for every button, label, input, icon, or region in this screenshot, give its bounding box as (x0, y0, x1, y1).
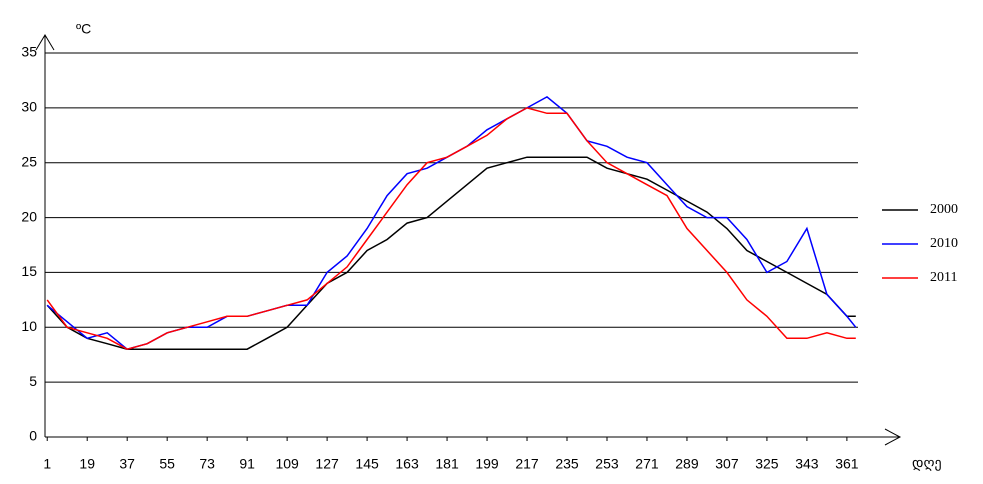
x-tick-label: 307 (715, 456, 739, 472)
x-tick-label: 253 (595, 456, 619, 472)
series-line (46, 95, 857, 351)
x-axis-label: დღე (912, 455, 942, 472)
y-tick-label: 30 (21, 99, 37, 115)
x-tick-label: 1 (43, 456, 51, 472)
y-arrow (35, 34, 55, 51)
y-tick-label: 10 (21, 318, 37, 334)
x-tick-label: 127 (315, 456, 339, 472)
y-tick-label: 25 (21, 153, 37, 169)
x-tick-label: 235 (555, 456, 579, 472)
legend-label: 2010 (930, 236, 958, 251)
x-tick-label: 289 (675, 456, 699, 472)
y-tick-label: 5 (29, 373, 37, 389)
x-tick-label: 163 (395, 456, 419, 472)
x-tick-label: 91 (239, 456, 255, 472)
x-tick-label: 55 (159, 456, 175, 472)
x-tick-label: 145 (355, 456, 379, 472)
y-tick-label: 20 (21, 208, 37, 224)
x-tick-label: 73 (199, 456, 215, 472)
x-tick-label: 19 (79, 456, 95, 472)
y-tick-label: 0 (29, 428, 37, 444)
x-tick-label: 181 (435, 456, 459, 472)
y-tick-label: 35 (21, 44, 37, 60)
x-tick-label: 325 (755, 456, 779, 472)
x-arrow (884, 428, 902, 446)
legend-label: 2000 (930, 202, 958, 217)
x-tick-label: 271 (635, 456, 659, 472)
legend-label: 2011 (930, 270, 957, 285)
x-tick-label: 361 (835, 456, 859, 472)
x-tick-label: 109 (275, 456, 299, 472)
y-tick-label: 15 (21, 263, 37, 279)
x-tick-label: 343 (795, 456, 819, 472)
x-tick-label: 217 (515, 456, 539, 472)
x-tick-label: 199 (475, 456, 499, 472)
y-axis-label: ºC (76, 21, 91, 37)
x-tick-label: 37 (119, 456, 135, 472)
series-line (46, 156, 856, 350)
series-line (46, 107, 856, 351)
